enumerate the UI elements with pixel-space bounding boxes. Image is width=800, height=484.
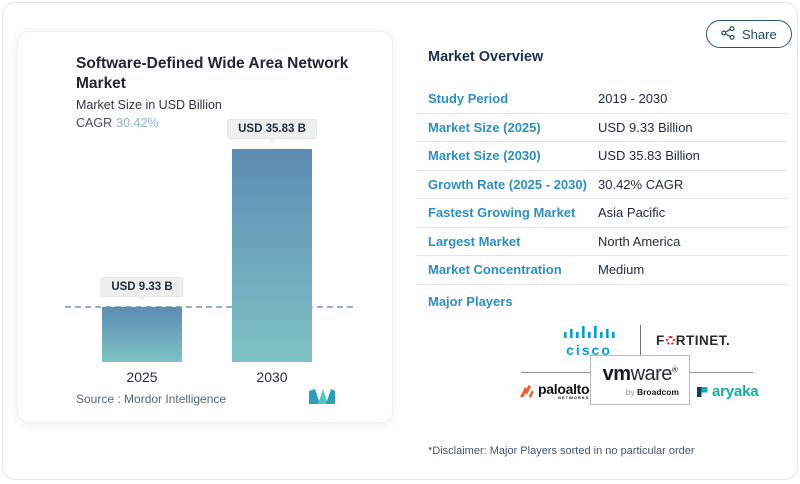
cisco-logo: cisco <box>559 325 619 357</box>
vmware-logo: vmware® by Broadcom <box>590 355 690 405</box>
row-value: 2019 - 2030 <box>598 91 668 107</box>
row-label: Largest Market <box>428 233 521 249</box>
table-row: Market Size (2030) USD 35.83 Billion <box>416 142 788 171</box>
row-label: Market Size (2025) <box>428 119 541 135</box>
bar <box>232 149 312 362</box>
row-label: Market Size (2030) <box>428 148 541 164</box>
paloalto-icon <box>520 384 534 397</box>
table-row: Fastest Growing Market Asia Pacific <box>416 199 788 228</box>
share-button[interactable]: Share <box>706 20 792 48</box>
overview-table: Study Period 2019 - 2030 Market Size (20… <box>416 85 788 285</box>
x-axis-tick: 2025 <box>126 369 158 385</box>
table-row: Market Size (2025) USD 9.33 Billion <box>416 114 788 142</box>
bar-value-label: USD 35.83 B <box>227 119 317 139</box>
cagr-label: CAGR <box>76 116 113 130</box>
logo-divider-vertical <box>640 325 641 356</box>
paloalto-logo: paloalto NETWORKS <box>519 381 590 400</box>
market-overview-panel: Market Overview Study Period 2019 - 2030… <box>416 3 788 479</box>
fortinet-o-icon <box>665 336 675 345</box>
chart-subtitle: Market Size in USD Billion <box>76 98 222 112</box>
vmware-logo-text: vmware® <box>602 362 678 385</box>
table-row: Largest Market North America <box>416 228 788 256</box>
aryaka-icon <box>697 386 708 397</box>
share-icon <box>721 25 735 43</box>
aryaka-logo-text: aryaka <box>712 383 759 400</box>
row-value: 30.42% CAGR <box>598 176 684 192</box>
bar <box>102 307 182 362</box>
fortinet-logo-text: F <box>656 333 665 348</box>
chart-card: Software-Defined Wide Area Network Marke… <box>17 31 393 423</box>
row-value: Asia Pacific <box>598 205 666 221</box>
bar-chart: USD 9.33 B USD 35.83 B 2025 2030 <box>65 119 353 385</box>
fortinet-logo: F RTINET. <box>656 333 730 348</box>
paloalto-networks-text: NETWORKS <box>557 395 590 400</box>
cisco-bars-icon <box>564 326 615 338</box>
fortinet-logo-text: RTINET. <box>675 333 731 348</box>
cisco-logo-text: cisco <box>566 342 612 358</box>
row-value: USD 9.33 Billion <box>598 119 693 135</box>
cagr-line: CAGR 30.42% <box>76 116 159 130</box>
chart-title: Software-Defined Wide Area Network Marke… <box>76 55 349 93</box>
table-row: Growth Rate (2025 - 2030) 30.42% CAGR <box>416 171 788 199</box>
paloalto-logo-text: paloalto <box>538 381 590 397</box>
disclaimer-text: *Disclaimer: Major Players sorted in no … <box>428 445 695 457</box>
row-value: Medium <box>598 262 645 278</box>
aryaka-logo: aryaka <box>697 383 759 400</box>
bar-value-label: USD 9.33 B <box>100 277 184 297</box>
major-players-label: Major Players <box>428 294 513 309</box>
x-axis-tick: 2030 <box>256 369 288 385</box>
mordor-intelligence-logo-icon <box>309 388 336 410</box>
row-value: USD 35.83 Billion <box>598 148 700 164</box>
row-label: Market Concentration <box>428 262 562 278</box>
share-button-label: Share <box>742 26 777 42</box>
reference-line <box>65 306 353 308</box>
source-row: Source : Mordor Intelligence <box>76 388 336 410</box>
major-players-logos: cisco F RTINET. vmware® by Broadcom <box>516 321 788 417</box>
cagr-value: 30.42% <box>116 116 159 130</box>
row-label: Growth Rate (2025 - 2030) <box>428 176 587 192</box>
panel-heading: Market Overview <box>428 49 544 65</box>
row-label: Study Period <box>428 91 509 107</box>
vmware-by-broadcom-text: by Broadcom <box>625 386 679 397</box>
table-row: Study Period 2019 - 2030 <box>416 85 788 114</box>
row-label: Fastest Growing Market <box>428 205 576 221</box>
table-row: Market Concentration Medium <box>416 256 788 285</box>
source-text: Source : Mordor Intelligence <box>76 392 227 406</box>
row-value: North America <box>598 233 681 249</box>
